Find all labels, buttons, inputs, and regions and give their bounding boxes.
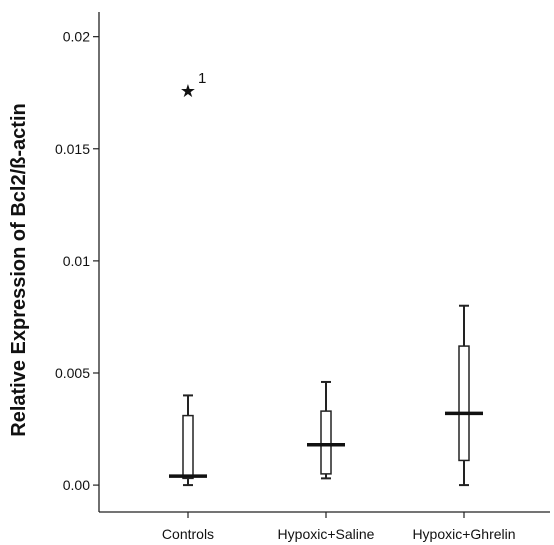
y-tick-label: 0.015 [55, 141, 90, 157]
x-tick-label: Hypoxic+Saline [278, 526, 375, 542]
box-group-hypoxic-saline [307, 380, 345, 480]
x-axis-labels: Controls Hypoxic+Saline Hypoxic+Ghrelin [162, 512, 516, 542]
boxes: ★1 [169, 70, 483, 487]
box [182, 414, 194, 480]
x-tick-label: Hypoxic+Ghrelin [412, 526, 515, 542]
y-tick-label: 0.00 [63, 477, 90, 493]
box-group-controls: ★1 [169, 70, 207, 487]
box-group-hypoxic-ghrelin [445, 304, 483, 487]
x-tick-label: Controls [162, 526, 214, 542]
outlier-star-marker: ★ [180, 81, 196, 102]
y-tick-label: 0.01 [63, 253, 90, 269]
y-axis-title: Relative Expression of Bcl2/ß-actin [8, 103, 30, 436]
y-axis-ticks: 0.00 0.005 0.01 0.015 0.02 [55, 29, 99, 493]
y-tick-label: 0.005 [55, 365, 90, 381]
box [458, 345, 470, 462]
box [320, 410, 332, 475]
y-tick-label: 0.02 [63, 29, 90, 45]
outlier-label: 1 [198, 70, 206, 87]
plot-frame [98, 12, 550, 513]
